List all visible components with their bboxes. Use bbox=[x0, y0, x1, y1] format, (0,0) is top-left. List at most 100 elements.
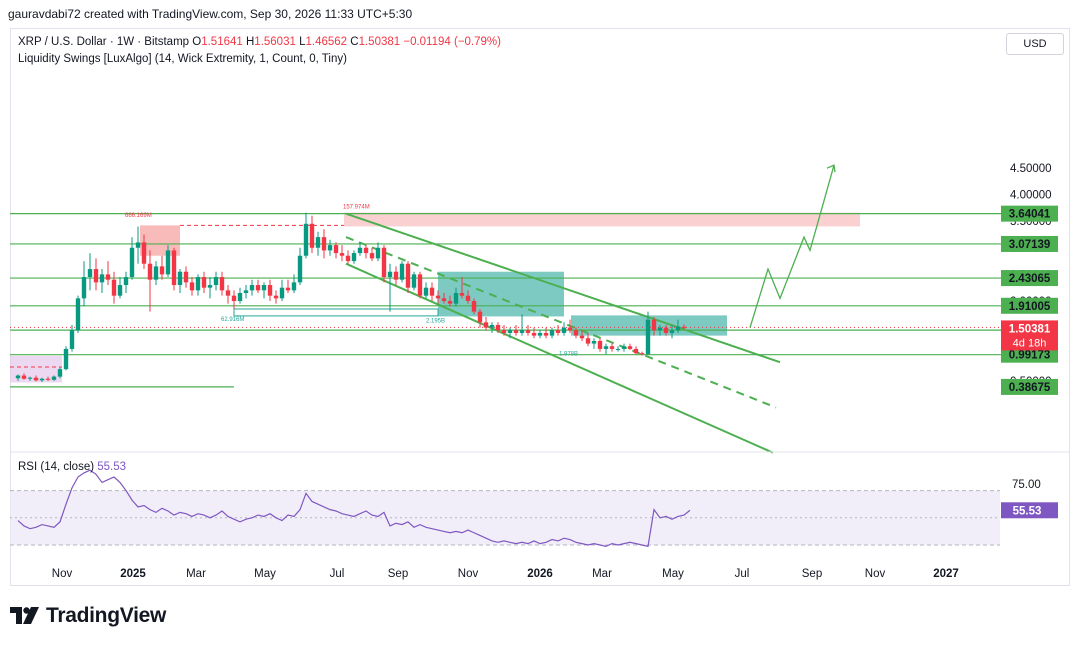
ohlc-high-label: H bbox=[245, 36, 255, 48]
candle-body bbox=[165, 250, 171, 275]
demand-zone bbox=[438, 271, 564, 317]
zone-volume-label: 157.974M bbox=[343, 204, 370, 210]
candle-body bbox=[87, 269, 93, 278]
price-level-label-bg bbox=[1001, 378, 1058, 395]
candle-body bbox=[441, 298, 447, 301]
candle-body bbox=[315, 237, 321, 248]
candle-body bbox=[597, 340, 603, 349]
candle-body bbox=[351, 253, 357, 262]
candle-body bbox=[273, 295, 279, 299]
candle-body bbox=[417, 274, 423, 296]
candle-body bbox=[429, 287, 435, 296]
price-level-label: 3.64041 bbox=[1009, 209, 1051, 221]
time-tick-label: Nov bbox=[865, 568, 886, 580]
candle-body bbox=[537, 332, 543, 336]
candle-body bbox=[357, 247, 363, 254]
channel-lower-line bbox=[345, 262, 774, 454]
candle-body bbox=[189, 282, 195, 291]
candle-body bbox=[219, 277, 225, 291]
rsi-tick-label: 75.00 bbox=[1012, 479, 1041, 491]
candle-body bbox=[531, 332, 537, 336]
candle-body bbox=[267, 285, 273, 296]
time-tick-label: Sep bbox=[802, 568, 822, 580]
candle-body bbox=[111, 279, 117, 296]
candle-body bbox=[579, 335, 585, 339]
candle-body bbox=[81, 277, 87, 299]
candle-body bbox=[411, 274, 417, 288]
candle-body bbox=[231, 295, 237, 301]
candle-body bbox=[567, 327, 573, 331]
channel-mid-line bbox=[345, 236, 777, 409]
candle-body bbox=[603, 346, 609, 349]
currency-button[interactable]: USD bbox=[1006, 33, 1064, 55]
candle-body bbox=[423, 287, 429, 296]
symbol-line: XRP / U.S. Dollar · 1W · Bitstamp bbox=[18, 36, 190, 48]
candle-body bbox=[633, 348, 639, 354]
candle-body bbox=[393, 271, 399, 280]
price-level-label-bg bbox=[1001, 346, 1058, 363]
candle-body bbox=[369, 253, 375, 259]
candle-body bbox=[657, 327, 663, 331]
candle-body bbox=[627, 346, 633, 349]
price-level-label-bg bbox=[1001, 297, 1058, 314]
current-price-label: 1.50381 bbox=[1009, 323, 1051, 335]
candle-body bbox=[669, 330, 675, 333]
rsi-legend[interactable]: RSI (14, close) 55.53 bbox=[18, 461, 126, 473]
price-level-label: 1.91005 bbox=[1009, 301, 1051, 313]
rsi-value: 55.53 bbox=[97, 461, 127, 473]
candle-body bbox=[375, 247, 381, 259]
candle-body bbox=[345, 255, 351, 262]
chart-frame bbox=[10, 28, 1070, 586]
candle-body bbox=[663, 327, 669, 333]
current-price-label-bg bbox=[1001, 320, 1058, 351]
candle-body bbox=[591, 340, 597, 344]
zone-volume-label: 62.916M bbox=[221, 317, 244, 323]
price-level-label: 0.38675 bbox=[1009, 382, 1051, 394]
candle-body bbox=[153, 266, 159, 280]
time-tick-label: Mar bbox=[186, 568, 206, 580]
ohlc-close-label: C bbox=[350, 36, 359, 48]
candle-body bbox=[339, 253, 345, 256]
candle-body bbox=[225, 290, 231, 296]
ohlc-low: 1.46562 bbox=[305, 36, 348, 48]
candle-body bbox=[15, 375, 21, 379]
candle-body bbox=[495, 324, 501, 331]
candle-body bbox=[51, 376, 57, 380]
rsi-line bbox=[17, 469, 691, 548]
candle-body bbox=[291, 282, 297, 291]
candle-body bbox=[447, 301, 453, 304]
supply-zone bbox=[344, 212, 860, 227]
candle-body bbox=[249, 285, 255, 291]
candle-body bbox=[501, 330, 507, 333]
candle-body bbox=[639, 353, 645, 355]
tradingview-logo[interactable]: TradingView bbox=[10, 604, 166, 628]
ohlc-change: −0.01194 (−0.79%) bbox=[403, 36, 501, 48]
candle-body bbox=[207, 285, 213, 288]
candle-body bbox=[201, 277, 207, 288]
candle-body bbox=[159, 266, 165, 275]
time-tick-label: Mar bbox=[592, 568, 612, 580]
candle-body bbox=[93, 269, 99, 283]
price-level-label-bg bbox=[1001, 270, 1058, 287]
candle-body bbox=[489, 324, 495, 328]
zone-volume-label: 2.195B bbox=[426, 318, 445, 324]
candle-body bbox=[135, 242, 141, 248]
zone-volume-label: 1.978B bbox=[559, 351, 578, 357]
candle-body bbox=[171, 250, 177, 286]
price-level-label: 2.43065 bbox=[1009, 273, 1051, 285]
candle-body bbox=[243, 290, 249, 294]
candle-body bbox=[195, 277, 201, 291]
price-level-label: 3.07139 bbox=[1009, 239, 1051, 251]
candle-body bbox=[651, 319, 657, 331]
candle-body bbox=[381, 247, 387, 278]
time-tick-label: May bbox=[254, 568, 276, 580]
candle-body bbox=[561, 327, 567, 333]
candle-body bbox=[27, 377, 33, 379]
time-tick-label: Sep bbox=[388, 568, 408, 580]
time-tick-label: May bbox=[662, 568, 684, 580]
indicator-legend[interactable]: Liquidity Swings [LuxAlgo] (14, Wick Ext… bbox=[18, 53, 347, 65]
candle-body bbox=[45, 378, 51, 380]
candle-body bbox=[129, 247, 135, 278]
candle-body bbox=[525, 330, 531, 333]
